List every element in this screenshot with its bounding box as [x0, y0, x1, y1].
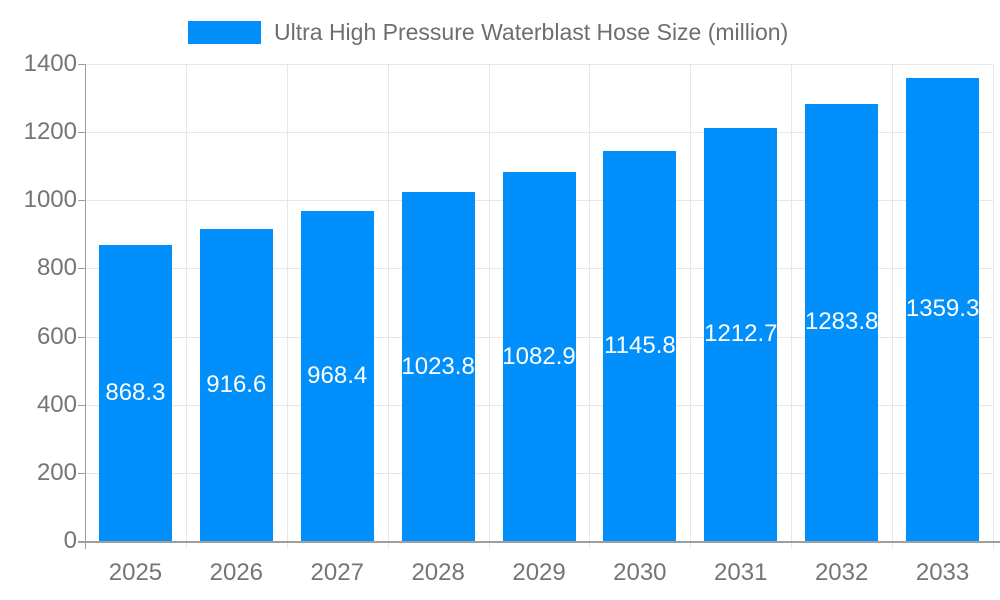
- bar-value-label: 968.4: [307, 362, 368, 390]
- v-gridline: [690, 64, 692, 549]
- legend-label: Ultra High Pressure Waterblast Hose Size…: [274, 18, 789, 45]
- bar[interactable]: 916.6: [199, 228, 273, 541]
- v-gridline: [993, 64, 994, 549]
- y-tick: [78, 200, 85, 202]
- v-gridline: [791, 64, 793, 549]
- y-axis-line: [85, 64, 86, 549]
- bar[interactable]: 1145.8: [603, 150, 677, 541]
- y-tick-label: 1200: [23, 118, 77, 146]
- y-tick: [78, 404, 85, 406]
- y-tick: [78, 268, 85, 270]
- x-tick-label: 2031: [714, 559, 768, 586]
- v-gridline: [892, 64, 894, 549]
- y-tick-label: 400: [36, 390, 77, 418]
- bar-value-label: 1283.8: [804, 308, 879, 336]
- h-gridline: [85, 64, 993, 65]
- y-tick: [78, 472, 85, 474]
- x-axis-line: [78, 541, 1000, 543]
- legend-swatch: [188, 20, 261, 44]
- bar[interactable]: 1359.3: [905, 77, 980, 541]
- chart-legend[interactable]: Ultra High Pressure Waterblast Hose Size…: [188, 18, 789, 45]
- x-tick-label: 2028: [411, 559, 465, 586]
- bar-value-label: 1212.7: [704, 320, 778, 348]
- y-tick-label: 1000: [23, 186, 77, 214]
- y-tick-label: 0: [63, 527, 77, 554]
- y-tick-label: 800: [36, 254, 77, 282]
- bar-value-label: 868.3: [105, 379, 166, 407]
- bar-value-label: 1023.8: [401, 352, 475, 380]
- bar[interactable]: 1082.9: [502, 172, 576, 541]
- x-tick-label: 2026: [209, 559, 264, 586]
- v-gridline: [185, 64, 187, 549]
- bar[interactable]: 868.3: [98, 245, 172, 541]
- bar[interactable]: 1023.8: [401, 192, 475, 541]
- x-tick-label: 2029: [512, 559, 566, 586]
- x-tick-label: 2027: [310, 559, 364, 586]
- bar-value-label: 1359.3: [905, 295, 980, 323]
- y-tick: [78, 132, 85, 134]
- bar-value-label: 916.6: [206, 370, 267, 398]
- v-gridline: [286, 64, 288, 549]
- bar[interactable]: 1283.8: [804, 103, 879, 541]
- bar[interactable]: 968.4: [300, 211, 374, 541]
- x-tick-label: 2030: [613, 559, 667, 586]
- bar-value-label: 1082.9: [502, 342, 576, 370]
- h-gridline: [85, 132, 993, 134]
- bar[interactable]: 1212.7: [704, 127, 778, 541]
- x-tick-label: 2033: [915, 559, 970, 586]
- y-tick-label: 1400: [23, 50, 77, 77]
- x-tick-label: 2032: [814, 559, 869, 586]
- y-tick-label: 200: [36, 458, 77, 486]
- bar-value-label: 1145.8: [604, 331, 676, 359]
- x-tick-label: 2025: [108, 559, 163, 586]
- y-tick: [78, 64, 85, 65]
- v-gridline: [488, 64, 490, 549]
- y-tick: [78, 336, 85, 338]
- y-tick-label: 600: [36, 322, 77, 350]
- v-gridline: [589, 64, 591, 549]
- v-gridline: [387, 64, 389, 549]
